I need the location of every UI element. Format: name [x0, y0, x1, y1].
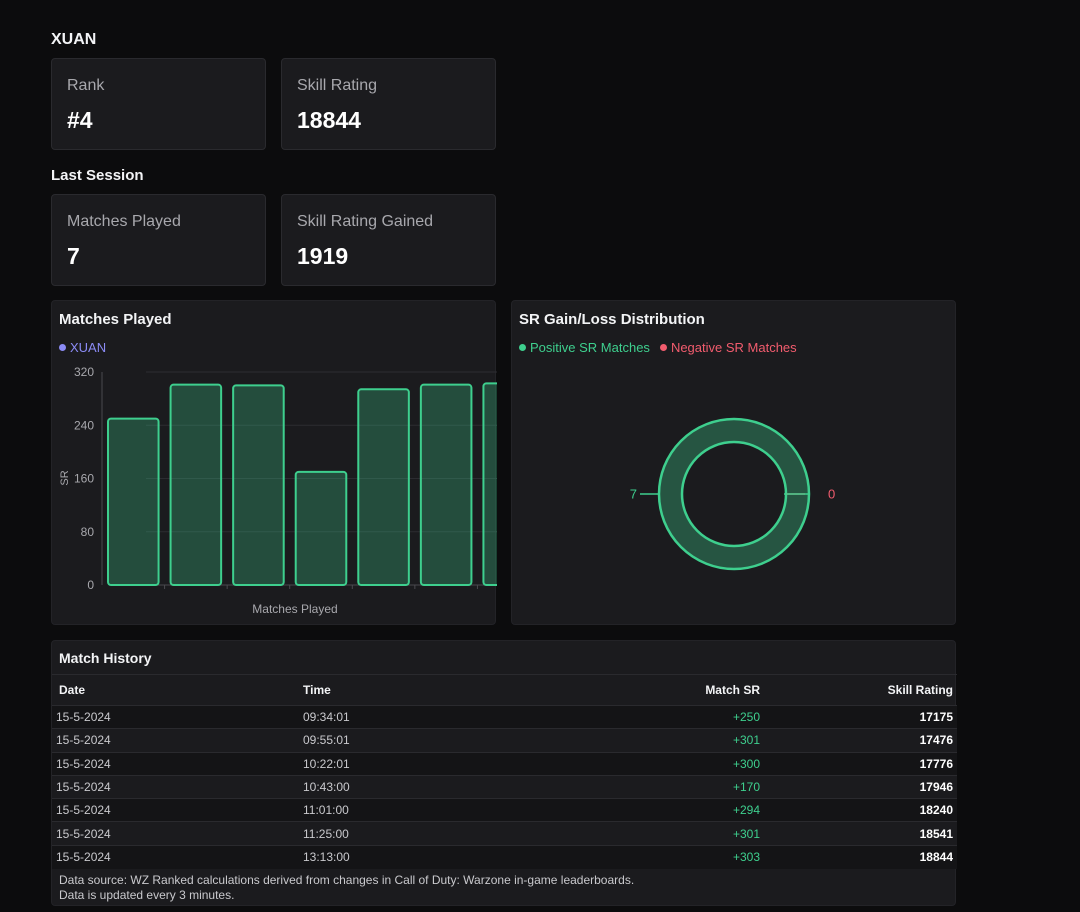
cell-skill-rating: 17776: [764, 751, 957, 776]
donut-chart-legend: Positive SR Matches Negative SR Matches: [519, 340, 797, 355]
cell-date: 15-5-2024: [52, 751, 252, 776]
legend-label-positive: Positive SR Matches: [530, 340, 650, 355]
skill-rating-label: Skill Rating: [297, 77, 378, 94]
cell-date: 15-5-2024: [52, 704, 252, 729]
donut-chart-title: SR Gain/Loss Distribution: [519, 311, 705, 328]
legend-dot-icon: [519, 344, 526, 351]
y-tick-label: 240: [74, 418, 94, 432]
bar-chart-xlabel: Matches Played: [252, 602, 337, 616]
donut-label-negative: 0: [828, 486, 835, 501]
bar-chart-title: Matches Played: [59, 311, 172, 328]
legend-item-positive[interactable]: Positive SR Matches: [519, 340, 650, 355]
cell-skill-rating: 17175: [764, 704, 957, 729]
donut-chart: 7 0: [630, 417, 835, 571]
cell-date: 15-5-2024: [52, 798, 252, 822]
table-row[interactable]: 15-5-2024 09:55:01 +301 17476: [52, 728, 957, 753]
matches-played-label: Matches Played: [67, 213, 181, 230]
bar-match-2[interactable]: [169, 383, 223, 586]
last-session-title: Last Session: [51, 167, 144, 184]
cell-date: 15-5-2024: [52, 774, 252, 799]
cell-time: 10:22:01: [252, 751, 532, 776]
bar-chart: 0 80 160 240 320 SR Matches Played: [59, 365, 497, 616]
sr-gained-label: Skill Rating Gained: [297, 213, 434, 230]
table-header-row: Date Time Match SR Skill Rating: [52, 674, 957, 706]
cell-skill-rating: 18844: [764, 844, 957, 869]
bar-match-7[interactable]: [482, 382, 497, 586]
bar-match-6[interactable]: [419, 383, 473, 586]
sr-distribution-panel: SR Gain/Loss Distribution Positive SR Ma…: [511, 300, 956, 625]
data-source-footnote: Data source: WZ Ranked calculations deri…: [59, 873, 634, 903]
cell-time: 09:34:01: [252, 704, 532, 729]
legend-label-negative: Negative SR Matches: [670, 340, 797, 355]
rank-card: Rank #4: [51, 58, 266, 150]
table-row[interactable]: 15-5-2024 10:22:01 +300 17776: [52, 751, 957, 776]
cell-time: 11:25:00: [252, 821, 532, 846]
cell-match-sr: +250: [532, 704, 764, 729]
cell-date: 15-5-2024: [52, 844, 252, 869]
column-header-time[interactable]: Time: [252, 674, 532, 706]
cell-skill-rating: 18240: [764, 798, 957, 822]
footnote-source: Data source: WZ Ranked calculations deri…: [59, 873, 635, 887]
cell-time: 11:01:00: [252, 798, 532, 822]
skill-rating-value: 18844: [297, 107, 361, 133]
cell-match-sr: +170: [532, 774, 764, 799]
sr-gained-card: Skill Rating Gained 1919: [281, 194, 496, 286]
match-history-title: Match History: [59, 650, 152, 666]
table-row[interactable]: 15-5-2024 10:43:00 +170 17946: [52, 774, 957, 799]
y-tick-label: 0: [87, 578, 94, 592]
cell-skill-rating: 17476: [764, 728, 957, 753]
cell-skill-rating: 18541: [764, 821, 957, 846]
cell-time: 09:55:01: [252, 728, 532, 753]
cell-match-sr: +301: [532, 728, 764, 753]
cell-match-sr: +301: [532, 821, 764, 846]
cell-match-sr: +294: [532, 798, 764, 822]
table-row[interactable]: 15-5-2024 11:01:00 +294 18240: [52, 798, 957, 822]
table-row[interactable]: 15-5-2024 13:13:00 +303 18844: [52, 844, 957, 869]
column-header-match-sr[interactable]: Match SR: [532, 674, 764, 706]
y-tick-label: 160: [74, 472, 94, 486]
bar-match-3[interactable]: [232, 384, 285, 586]
sr-gained-value: 1919: [297, 243, 349, 269]
bar-match-4[interactable]: [294, 470, 348, 586]
donut-label-positive: 7: [630, 486, 637, 501]
legend-item-xuan[interactable]: XUAN: [59, 340, 106, 355]
match-history-table: Date Time Match SR Skill Rating 15-5-202…: [52, 674, 957, 869]
match-history-panel: Match History Date Time Match SR Skill R…: [51, 640, 957, 906]
table-row[interactable]: 15-5-2024 11:25:00 +301 18541: [52, 821, 957, 846]
y-tick-label: 80: [81, 525, 95, 539]
rank-value: #4: [67, 107, 93, 133]
bar-chart-legend: XUAN: [59, 340, 106, 355]
matches-played-chart-panel: Matches Played XUAN 0 80 160 240 320 SR Matc…: [51, 300, 497, 625]
cell-match-sr: +300: [532, 751, 764, 776]
bar-match-5[interactable]: [357, 388, 410, 587]
bar-chart-ylabel: SR: [59, 470, 71, 485]
bar-match-1[interactable]: [107, 417, 160, 586]
cell-match-sr: +303: [532, 844, 764, 869]
cell-time: 10:43:00: [252, 774, 532, 799]
legend-dot-icon: [59, 344, 66, 351]
column-header-date[interactable]: Date: [52, 674, 252, 706]
column-header-skill-rating[interactable]: Skill Rating: [764, 674, 957, 706]
cell-skill-rating: 17946: [764, 774, 957, 799]
y-tick-label: 320: [74, 365, 94, 379]
skill-rating-card: Skill Rating 18844: [281, 58, 496, 150]
cell-time: 13:13:00: [252, 844, 532, 869]
cell-date: 15-5-2024: [52, 728, 252, 753]
table-row[interactable]: 15-5-2024 09:34:01 +250 17175: [52, 704, 957, 729]
matches-played-value: 7: [67, 243, 80, 269]
legend-label-xuan: XUAN: [70, 340, 107, 355]
player-name: XUAN: [51, 31, 97, 48]
cell-date: 15-5-2024: [52, 821, 252, 846]
legend-item-negative[interactable]: Negative SR Matches: [659, 340, 797, 355]
matches-played-card: Matches Played 7: [51, 194, 266, 286]
footnote-update: Data is updated every 3 minutes.: [59, 888, 235, 902]
rank-label: Rank: [67, 77, 105, 94]
legend-dot-icon: [659, 344, 667, 351]
